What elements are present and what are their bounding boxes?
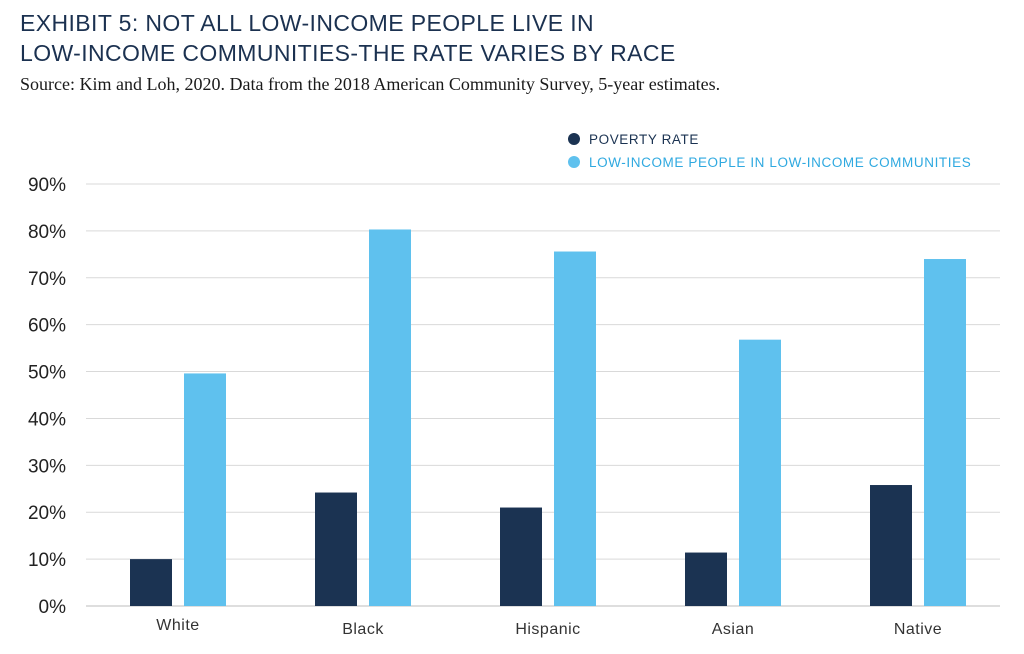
x-tick-label: Asian [712,621,755,638]
y-tick-label: 80% [28,222,66,243]
y-tick-label: 90% [28,175,66,196]
bar-poverty-rate-hispanic [500,507,542,606]
y-tick-label: 30% [28,456,66,477]
x-tick-label: Native [894,621,942,638]
y-axis-ticks: 0% 10% 20% 30% 40% 50% 60% 70% 80% 90% [28,175,66,618]
gridlines [86,183,1000,607]
legend: POVERTY RATE LOW-INCOME PEOPLE IN LOW-INC… [568,132,971,170]
x-tick-label: Black [342,621,384,638]
y-tick-label: 20% [28,503,66,524]
bar-low-income-native [924,259,966,606]
bar-chart: 0% 10% 20% 30% 40% 50% 60% 70% 80% 90% White Black… [28,132,1000,638]
bar-poverty-rate-native [870,485,912,606]
chart-title: EXHIBIT 5: NOT ALL LOW-INCOME PEOPLE LIV… [20,8,1010,68]
chart-title-line-2: LOW-INCOME COMMUNITIES-THE RATE VARIES B… [20,40,676,66]
y-tick-label: 40% [28,409,66,430]
bar-low-income-white [184,373,226,606]
legend-marker [568,133,580,145]
legend-label: LOW-INCOME PEOPLE IN LOW-INCOME COMMUNIT… [589,155,971,170]
x-tick-label: White [156,617,199,634]
bar-poverty-rate-black [315,492,357,606]
chart-source-note: Source: Kim and Loh, 2020. Data from the… [20,74,721,94]
x-axis-labels: White Black Hispanic Asian Native [156,617,942,638]
y-tick-label: 0% [39,597,67,618]
bar-poverty-rate-white [130,559,172,606]
legend-label: POVERTY RATE [589,132,699,147]
y-tick-label: 50% [28,363,66,384]
bars [130,229,966,606]
x-tick-label: Hispanic [515,621,580,638]
bar-low-income-black [369,229,411,606]
bar-low-income-hispanic [554,251,596,606]
bar-poverty-rate-asian [685,552,727,606]
y-tick-label: 10% [28,550,66,571]
chart-title-line-1: EXHIBIT 5: NOT ALL LOW-INCOME PEOPLE LIV… [20,10,595,36]
bar-low-income-asian [739,339,781,606]
y-tick-label: 70% [28,269,66,290]
y-tick-label: 60% [28,316,66,337]
legend-marker [568,156,580,168]
